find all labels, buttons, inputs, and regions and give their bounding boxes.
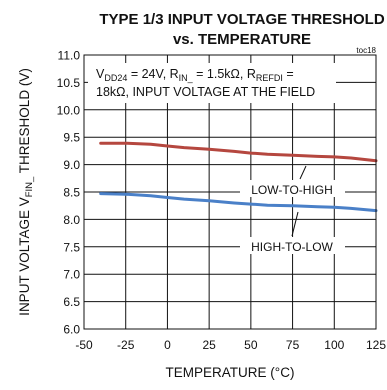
figure-id: toc18 (356, 46, 376, 55)
x-tick-label: 25 (202, 338, 216, 352)
y-tick-label: 7.5 (63, 240, 80, 254)
legend-low-to-high-background (240, 180, 345, 197)
series-line-high-to-low (99, 192, 378, 213)
legend-low-to-high-label: LOW-TO-HIGH (251, 183, 333, 197)
y-tick-label: 6.5 (63, 295, 80, 309)
y-tick-label: 9.0 (63, 158, 80, 172)
legend-low-to-high-leader (299, 165, 307, 180)
y-axis-label: INPUT VOLTAGE VFIN_ THRESHOLD (V) (17, 68, 35, 316)
legend-high-to-low-label: HIGH-TO-LOW (251, 240, 333, 254)
x-tick-label: -50 (75, 338, 93, 352)
x-axis-label: TEMPERATURE (°C) (166, 365, 295, 380)
y-tick-label: 7.0 (63, 268, 80, 282)
legend-high-to-low-background (240, 237, 345, 254)
x-tick-label: 75 (286, 338, 300, 352)
y-tick-label: 10.5 (57, 76, 81, 90)
x-tick-label: -25 (117, 338, 135, 352)
x-tick-label: 100 (324, 338, 344, 352)
x-tick-labels: -50 -25 0 25 50 75 100 125 (75, 338, 386, 352)
annotation-background (88, 63, 336, 103)
y-tick-label: 8.0 (63, 213, 80, 227)
annotation-line2: 18kΩ, INPUT VOLTAGE AT THE FIELD (96, 85, 315, 99)
y-tick-label: 8.5 (63, 186, 80, 200)
y-tick-label: 11.0 (58, 49, 81, 63)
series-line-low-to-high (99, 141, 378, 163)
x-tick-label: 0 (164, 338, 171, 352)
legend-high-to-low-leader (291, 211, 299, 237)
plot-frame (83, 54, 377, 330)
annotation-line1: VDD24 = 24V, RIN_ = 1.5kΩ, RREFDI = (96, 67, 294, 83)
x-tick-label: 50 (244, 338, 258, 352)
x-tick-label: 125 (366, 338, 386, 352)
chart-title-line2: vs. TEMPERATURE (173, 31, 311, 48)
y-tick-label: 9.5 (63, 131, 80, 145)
y-tick-label: 6.0 (63, 323, 80, 337)
y-tick-label: 10.0 (57, 103, 81, 117)
series-lines (99, 141, 378, 213)
y-tick-labels: 6.0 6.5 7.0 7.5 8.0 8.5 9.0 9.5 10.0 10.5 11.0 (57, 49, 81, 337)
chart-title-line1: TYPE 1/3 INPUT VOLTAGE THRESHOLD (99, 11, 384, 28)
